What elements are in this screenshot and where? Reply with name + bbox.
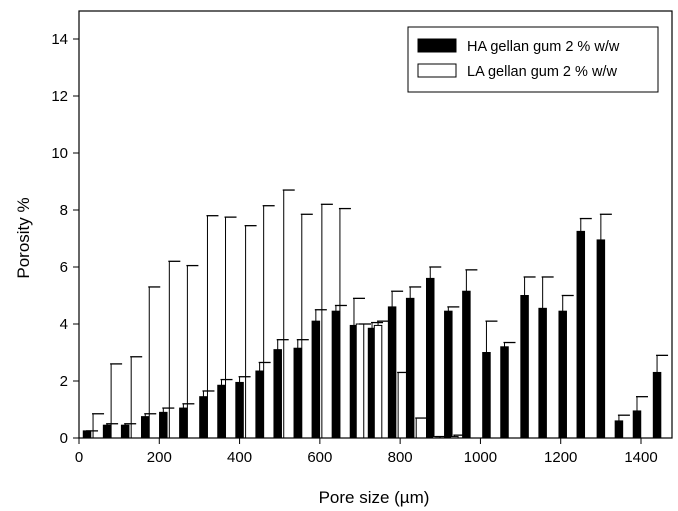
la-bar bbox=[373, 324, 383, 439]
y-tick-label: 2 bbox=[60, 373, 68, 390]
y-tick-label: 6 bbox=[60, 259, 68, 276]
y-tick-label: 4 bbox=[60, 316, 68, 333]
legend-swatch-la bbox=[417, 63, 457, 78]
ha-bar bbox=[520, 295, 529, 439]
ha-bar bbox=[558, 310, 567, 439]
plot-frame bbox=[78, 10, 673, 439]
ha-bar bbox=[632, 410, 642, 439]
ha-bar bbox=[273, 349, 282, 439]
x-tick-label: 1000 bbox=[464, 449, 497, 466]
ha-bar bbox=[199, 396, 208, 439]
x-tick-label: 1400 bbox=[624, 449, 657, 466]
x-tick-label: 800 bbox=[388, 449, 413, 466]
x-tick-label: 600 bbox=[307, 449, 332, 466]
ha-bar bbox=[652, 371, 662, 439]
ha-bar bbox=[387, 306, 397, 439]
ha-bar bbox=[217, 384, 226, 439]
x-axis-ticks: 0 200 400 600 800 1000 1200 1400 bbox=[75, 438, 658, 466]
legend-label-la: LA gellan gum 2 % w/w bbox=[467, 64, 617, 80]
ha-bar bbox=[614, 420, 624, 439]
y-tick-label: 12 bbox=[51, 88, 68, 105]
legend-label-ha: HA gellan gum 2 % w/w bbox=[467, 39, 620, 55]
ha-bar bbox=[482, 352, 491, 439]
ha-bar bbox=[235, 381, 244, 439]
ha-bar bbox=[120, 424, 130, 439]
ha-bar bbox=[538, 307, 547, 439]
x-tick-label: 0 bbox=[75, 449, 83, 466]
y-tick-label: 8 bbox=[60, 202, 68, 219]
ha-bar bbox=[293, 347, 303, 439]
y-axis-title: Porosity % bbox=[14, 197, 33, 278]
ha-bar bbox=[102, 424, 112, 439]
y-axis-ticks: 0 2 4 6 8 10 12 14 bbox=[51, 31, 79, 447]
ha-bar bbox=[311, 320, 321, 439]
ha-bar bbox=[405, 297, 415, 439]
x-tick-label: 200 bbox=[147, 449, 172, 466]
y-tick-label: 10 bbox=[51, 145, 68, 162]
x-tick-label: 1200 bbox=[544, 449, 577, 466]
ha-bar bbox=[500, 346, 509, 439]
ha-bar bbox=[179, 407, 188, 439]
ha-bar bbox=[140, 416, 150, 439]
legend: HA gellan gum 2 % w/w LA gellan gum 2 % … bbox=[407, 26, 659, 93]
ha-bar bbox=[159, 411, 168, 439]
ha-bar bbox=[255, 370, 264, 439]
ha-bar bbox=[596, 239, 606, 439]
plot-area-border bbox=[78, 10, 673, 439]
legend-swatch-ha bbox=[417, 38, 457, 53]
ha-bar bbox=[331, 310, 341, 439]
ha-bar bbox=[462, 290, 471, 439]
x-axis-title: Pore size (µm) bbox=[319, 488, 430, 507]
ha-bar bbox=[426, 277, 435, 439]
ha-bar bbox=[82, 430, 92, 439]
legend-box bbox=[407, 26, 659, 93]
ha-bar bbox=[576, 230, 586, 439]
ha-bar bbox=[444, 310, 453, 439]
y-tick-label: 0 bbox=[60, 430, 68, 447]
ha-series-bars bbox=[82, 213, 669, 439]
la-bar bbox=[355, 323, 365, 439]
x-tick-label: 400 bbox=[227, 449, 252, 466]
y-tick-label: 14 bbox=[51, 31, 68, 48]
